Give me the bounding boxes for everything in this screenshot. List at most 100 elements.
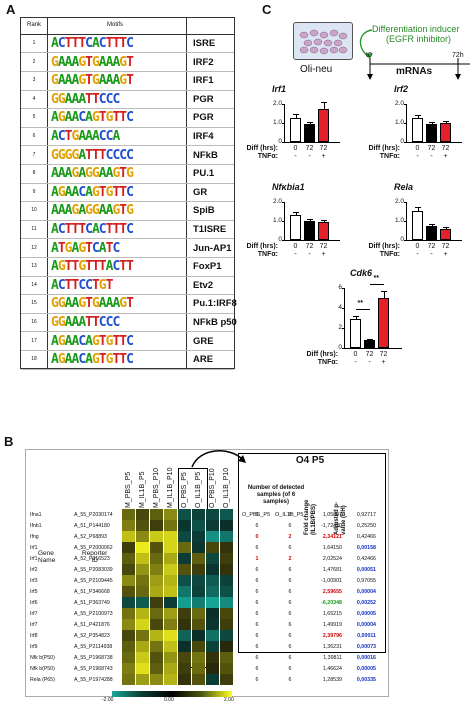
motif-row: 6 ACTGAAACCA IRF4 bbox=[21, 127, 234, 147]
panel-label-c: C bbox=[262, 2, 272, 17]
heatmap-cell bbox=[122, 520, 135, 531]
motif-logo: ACTTTCACTTTC bbox=[51, 36, 134, 51]
heatmap-cell bbox=[178, 531, 191, 542]
motif-tf-name: NFkB p50 bbox=[193, 317, 237, 328]
diff-value: 72 bbox=[441, 145, 450, 152]
heatmap-cell bbox=[164, 641, 177, 652]
y-tick bbox=[342, 348, 344, 349]
heatmap-cell bbox=[192, 575, 205, 586]
heatmap-cell bbox=[220, 663, 233, 674]
detected-count: 6 bbox=[255, 622, 259, 628]
diff-value: 72 bbox=[427, 145, 436, 152]
heatmap-cell bbox=[206, 542, 219, 553]
motif-tf-name: Etv2 bbox=[193, 279, 214, 291]
detected-count: 6 bbox=[288, 589, 292, 595]
bar bbox=[364, 340, 375, 348]
y-tick-label: 2 bbox=[338, 324, 342, 331]
o-pbs-sub: O_PBS_P5 bbox=[242, 512, 271, 518]
heatmap-cell bbox=[150, 608, 163, 619]
motif-logo: AGTTGTTTACTT bbox=[51, 259, 134, 275]
cells-image bbox=[299, 29, 348, 55]
detected-count: 6 bbox=[288, 600, 292, 606]
diff-label: Diff (hrs): bbox=[368, 243, 401, 250]
heatmap-cell bbox=[178, 674, 191, 685]
motif-rank: 17 bbox=[31, 337, 37, 344]
motif-row: 16 GGAAATTCCC NFkB p50 bbox=[21, 313, 237, 333]
gene-name: Irf2 bbox=[30, 567, 38, 573]
adjusted-pvalue: 0,00004 bbox=[356, 622, 376, 628]
heatmap-cell bbox=[206, 608, 219, 619]
motif-tf-name: IRF1 bbox=[193, 75, 214, 87]
error-bar bbox=[323, 102, 325, 109]
gene-name: Nfk b(P50) bbox=[30, 666, 55, 672]
diff-value: 0 bbox=[415, 145, 420, 152]
motif-rank: 14 bbox=[31, 281, 37, 288]
heatmap-cell bbox=[206, 663, 219, 674]
heatmap-cell bbox=[206, 553, 219, 564]
motif-logo: GAAAGTGAAAGT bbox=[51, 54, 134, 70]
panel-label-a: A bbox=[6, 2, 16, 17]
motif-row: 2 GAAAGTGAAAGT IRF2 bbox=[21, 53, 234, 72]
heatmap-cell bbox=[164, 619, 177, 630]
bar bbox=[412, 118, 423, 142]
y-tick bbox=[342, 288, 344, 289]
heatmap-cell bbox=[136, 564, 149, 575]
motif-row: 1 ACTTTCACTTTC ISRE bbox=[21, 34, 234, 54]
motif-row: 7 GGGGATTTCCCC NFkB bbox=[21, 146, 234, 165]
column-header: O_PBS_P10 bbox=[209, 468, 216, 508]
heatmap-cell bbox=[178, 630, 191, 641]
reporter-id: A_55_P2083039 bbox=[74, 567, 113, 573]
motif-tf-name: IRF4 bbox=[193, 131, 214, 142]
adjusted-pvalue: 0,00016 bbox=[356, 655, 376, 661]
heatmap-cell bbox=[136, 542, 149, 553]
error-cap bbox=[428, 224, 435, 226]
fold-change: 1,05897 bbox=[322, 512, 342, 518]
heatmap-cell bbox=[206, 652, 219, 663]
reporter-id: A_52_P354823 bbox=[74, 633, 110, 639]
heatmap-cell bbox=[178, 619, 191, 630]
y-tick bbox=[282, 240, 284, 241]
heatmap-cell bbox=[192, 520, 205, 531]
heatmap-cell bbox=[164, 630, 177, 641]
heatmap-cell bbox=[220, 597, 233, 608]
detected-count: 6 bbox=[288, 622, 292, 628]
fold-change: 1,65215 bbox=[322, 611, 342, 617]
heatmap-cell bbox=[220, 531, 233, 542]
y-tick-label: 0 bbox=[278, 138, 282, 145]
bar bbox=[378, 298, 389, 348]
heatmap-cell bbox=[178, 641, 191, 652]
sig-marker: ** bbox=[373, 275, 379, 282]
inducer-arrow bbox=[359, 29, 373, 59]
detected-count: 6 bbox=[288, 677, 292, 683]
detected-count: 6 bbox=[288, 666, 292, 672]
motif-row: 18 AGAACAGTGTTC ARE bbox=[21, 350, 234, 370]
heatmap-cell bbox=[122, 674, 135, 685]
fold-change: 2,59655 bbox=[322, 589, 342, 595]
heatmap-cell bbox=[178, 608, 191, 619]
motif-rank: 9 bbox=[32, 188, 36, 195]
motif-row: 15 GGAAGTGAAAGT Pu.1:IRF8 bbox=[21, 294, 237, 314]
heatmap-cell bbox=[136, 520, 149, 531]
culture-dish bbox=[293, 22, 353, 60]
y-tick bbox=[404, 104, 406, 105]
inducer-label: Differentiation inducer (EGFR inhibitor) bbox=[372, 24, 459, 44]
diff-value: 0 bbox=[293, 145, 298, 152]
heatmap-cell bbox=[122, 608, 135, 619]
tnf-label: TNFα: bbox=[379, 153, 400, 160]
motif-row: 8 AAAGAGGAAGTG PU.1 bbox=[21, 164, 234, 184]
heatmap-cell bbox=[164, 652, 177, 663]
detected-samples-header: Number of detected samples (of 6 samples… bbox=[247, 485, 305, 505]
detected-count: 6 bbox=[255, 567, 259, 573]
heatmap-cell bbox=[122, 509, 135, 520]
motif-tf-name: FoxP1 bbox=[193, 261, 222, 273]
heatmap-cell bbox=[178, 553, 191, 564]
adjusted-pvalue: 0,00004 bbox=[356, 589, 376, 595]
heatmap-cell bbox=[192, 542, 205, 553]
heatmap-cell bbox=[150, 619, 163, 630]
error-cap bbox=[320, 220, 327, 222]
tnf-value: + bbox=[381, 359, 386, 366]
motif-row: 14 ACTTCCTGT Etv2 bbox=[21, 276, 234, 296]
motif-logo: ACTTTCACTTTC bbox=[51, 222, 134, 237]
heatmap-cell bbox=[164, 575, 177, 586]
column-header: M_IL1B_P10 bbox=[167, 467, 174, 508]
